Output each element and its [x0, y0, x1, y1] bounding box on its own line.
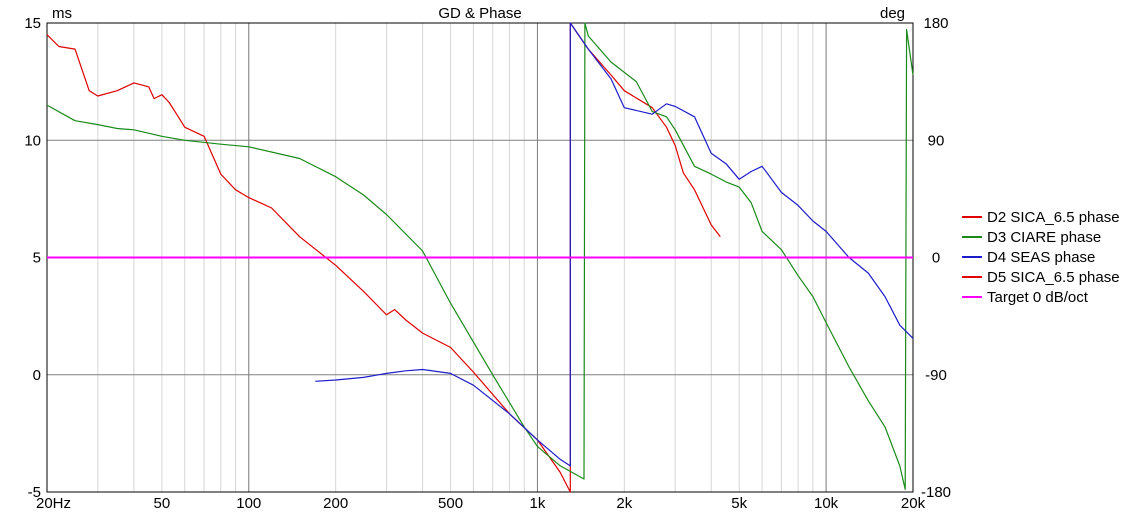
x-tick-label: 50 [154, 495, 171, 512]
legend-item[interactable]: D2 SICA_6.5 phase [962, 207, 1120, 227]
y-right-tick-label: -90 [925, 367, 947, 384]
y-right-tick-label: -180 [921, 484, 951, 501]
y-right-unit-label: deg [880, 5, 905, 22]
x-tick-label: 10k [814, 495, 839, 512]
legend-swatch [962, 256, 982, 258]
series-line-3 [315, 22, 914, 467]
y-left-tick-label: 0 [33, 367, 41, 384]
x-tick-label: 20k [901, 495, 926, 512]
y-right-tick-label: 90 [928, 132, 945, 149]
y-left-tick-label: 5 [33, 250, 41, 267]
legend-swatch [962, 276, 982, 278]
y-left-tick-label: -5 [28, 484, 41, 501]
x-tick-label: 2k [616, 495, 632, 512]
x-tick-label: 20Hz [36, 495, 71, 512]
y-left-unit-label: ms [52, 5, 72, 22]
y-right-tick-label: 180 [923, 15, 948, 32]
legend: D2 SICA_6.5 phase D3 CIARE phase D4 SEAS p… [962, 207, 1120, 307]
legend-label: D3 CIARE phase [987, 228, 1102, 246]
series-lines [46, 22, 914, 493]
series-line-2 [46, 22, 914, 490]
legend-label: D5 SICA_6.5 phase [987, 268, 1120, 286]
x-tick-label: 1k [530, 495, 546, 512]
legend-label: Target 0 dB/oct [987, 288, 1088, 306]
chart-title: GD & Phase [438, 5, 521, 22]
x-tick-label: 500 [438, 495, 463, 512]
legend-item[interactable]: Target 0 dB/oct [962, 287, 1120, 307]
legend-label: D4 SEAS phase [987, 248, 1096, 266]
x-tick-label: 5k [731, 495, 747, 512]
legend-label: D2 SICA_6.5 phase [987, 208, 1120, 226]
legend-swatch [962, 296, 982, 298]
legend-swatch [962, 236, 982, 238]
axis-tick-labels: 20Hz 50 100 200 500 1k 2k 5k 10k 20k -5 0 5 10 15 -180 -… [24, 15, 951, 512]
series-line-1 [46, 22, 721, 493]
legend-item[interactable]: D5 SICA_6.5 phase [962, 267, 1120, 287]
y-left-tick-label: 15 [24, 15, 41, 32]
legend-item[interactable]: D4 SEAS phase [962, 247, 1120, 267]
legend-swatch [962, 216, 982, 218]
x-tick-label: 200 [323, 495, 348, 512]
legend-item[interactable]: D3 CIARE phase [962, 227, 1120, 247]
y-right-tick-label: 0 [932, 250, 940, 267]
y-left-tick-label: 10 [24, 132, 41, 149]
x-tick-label: 100 [236, 495, 261, 512]
